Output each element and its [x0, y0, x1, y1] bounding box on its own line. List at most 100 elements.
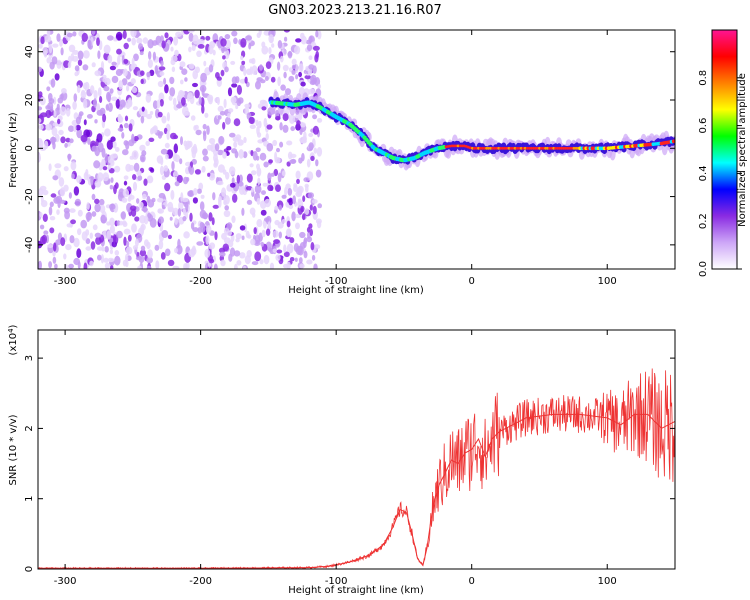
noise-speckle	[253, 227, 257, 235]
noise-speckle	[85, 238, 91, 245]
ridge-peak	[456, 144, 460, 148]
noise-speckle	[113, 234, 117, 244]
noise-speckle	[126, 202, 133, 213]
noise-speckle	[201, 86, 205, 97]
noise-speckle	[89, 260, 94, 267]
noise-speckle	[164, 84, 169, 94]
noise-speckle	[55, 195, 63, 204]
noise-speckle	[101, 246, 106, 252]
noise-speckle	[48, 93, 53, 101]
colorbar-tick-label: 0.8	[698, 70, 709, 86]
noise-speckle	[241, 207, 245, 216]
noise-speckle	[214, 231, 218, 241]
noise-speckle	[158, 216, 165, 224]
noise-speckle	[306, 44, 313, 52]
noise-speckle	[53, 242, 57, 252]
noise-speckle	[294, 45, 301, 55]
noise-speckle	[138, 255, 145, 263]
noise-speckle	[241, 60, 246, 65]
noise-speckle	[100, 254, 104, 264]
noise-speckle	[231, 148, 238, 154]
noise-speckle	[76, 248, 82, 259]
noise-speckle	[63, 207, 70, 214]
noise-speckle	[114, 182, 119, 190]
noise-speckle	[223, 200, 228, 206]
noise-speckle	[184, 111, 191, 116]
noise-speckle	[47, 102, 54, 110]
noise-speckle	[128, 164, 135, 171]
noise-speckle	[97, 142, 104, 153]
noise-speckle	[274, 156, 281, 164]
noise-speckle	[56, 209, 60, 216]
noise-speckle	[234, 263, 238, 269]
noise-speckle	[143, 215, 149, 225]
colorbar: 0.0 0.2 0.4 0.6 0.8 Normalized spectral ampl…	[698, 29, 748, 277]
noise-speckle	[220, 259, 226, 267]
noise-speckle	[222, 169, 227, 175]
noise-speckle	[261, 190, 266, 196]
noise-speckle	[227, 87, 233, 97]
noise-speckle	[199, 201, 205, 211]
noise-speckle	[197, 44, 205, 49]
noise-speckle	[296, 178, 300, 184]
snr-series-line	[38, 413, 675, 569]
x-tick-label: 100	[598, 576, 617, 587]
noise-speckle	[190, 222, 195, 230]
noise-speckle	[268, 34, 275, 44]
noise-speckle	[121, 78, 128, 86]
noise-speckle	[106, 140, 114, 150]
noise-speckle	[164, 32, 169, 39]
ridge-peak	[454, 144, 458, 148]
noise-speckle	[109, 88, 114, 94]
noise-speckle	[164, 248, 171, 257]
noise-speckle	[236, 98, 242, 107]
ridge-peak	[671, 139, 675, 144]
ridge-peak	[523, 146, 527, 150]
noise-speckle	[120, 211, 126, 220]
noise-speckle	[114, 250, 120, 256]
noise-speckle	[59, 187, 66, 197]
noise-speckle	[275, 116, 281, 121]
noise-speckle	[241, 235, 245, 241]
noise-speckle	[228, 253, 233, 262]
noise-speckle	[251, 170, 257, 176]
colorbar-tick-label: 0.0	[698, 261, 709, 277]
noise-speckle	[52, 256, 57, 264]
noise-speckle	[281, 219, 286, 224]
noise-speckle	[38, 43, 43, 49]
noise-speckle	[125, 140, 130, 150]
noise-speckle	[49, 216, 56, 221]
noise-speckle	[116, 220, 121, 226]
noise-speckle	[265, 228, 271, 236]
noise-speckle	[251, 65, 258, 75]
noise-speckle	[249, 163, 254, 168]
noise-speckle	[261, 45, 269, 55]
noise-speckle	[44, 140, 49, 150]
noise-speckle	[196, 241, 204, 246]
noise-speckle	[172, 97, 177, 106]
noise-speckle	[140, 78, 144, 84]
noise-speckle	[209, 138, 216, 145]
noise-speckle	[40, 112, 48, 118]
noise-speckle	[182, 207, 187, 216]
noise-speckle	[128, 123, 133, 132]
noise-speckle	[181, 97, 186, 106]
noise-speckle	[281, 170, 286, 177]
noise-speckle	[146, 113, 153, 120]
noise-speckle	[38, 106, 43, 111]
noise-speckle	[195, 129, 202, 136]
noise-speckle	[123, 228, 131, 235]
noise-speckle	[192, 227, 199, 233]
noise-speckle	[255, 147, 261, 153]
noise-speckle	[226, 230, 233, 237]
noise-speckle	[127, 37, 132, 42]
noise-speckle	[255, 119, 259, 127]
ridge-peak	[527, 146, 531, 150]
noise-speckle	[224, 34, 231, 40]
noise-speckle	[133, 135, 139, 142]
noise-speckle	[175, 31, 182, 37]
noise-speckle	[304, 75, 311, 80]
noise-speckle	[227, 112, 231, 119]
noise-speckle	[202, 148, 208, 156]
noise-speckle	[94, 232, 102, 238]
